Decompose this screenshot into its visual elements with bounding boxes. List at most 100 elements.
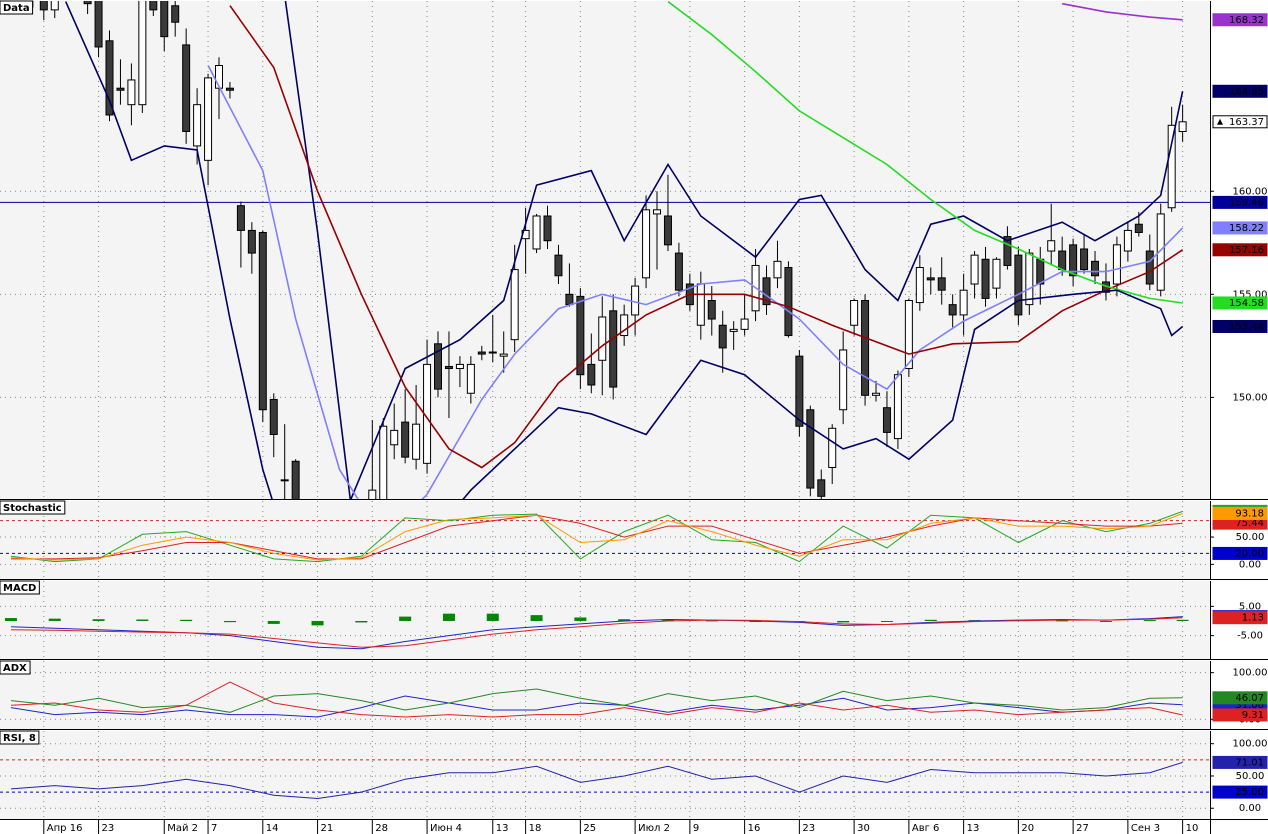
indicator-line bbox=[10, 688, 1183, 713]
indicator-line bbox=[10, 761, 1183, 800]
value-box-label: 1.13 bbox=[1242, 613, 1264, 624]
x-tick-label: Май 2 bbox=[167, 823, 198, 834]
histogram-bar bbox=[136, 619, 149, 621]
value-box bbox=[1212, 221, 1268, 235]
candle-body bbox=[291, 460, 300, 499]
indicator-line bbox=[11, 514, 1183, 560]
candle-body bbox=[1123, 229, 1132, 252]
histogram-bar bbox=[1143, 620, 1156, 622]
histogram-bar bbox=[530, 615, 543, 621]
value-box-label: 75.44 bbox=[1235, 518, 1264, 529]
x-tick-label: Апр 16 bbox=[47, 823, 83, 834]
candle-body bbox=[204, 77, 213, 161]
candle-body bbox=[696, 283, 705, 326]
candle-body bbox=[434, 343, 443, 390]
candle-body bbox=[926, 277, 935, 281]
candle-body bbox=[488, 351, 497, 354]
x-tick-label: 13 bbox=[496, 823, 509, 834]
indicator-line bbox=[1062, 2, 1183, 21]
x-tick-label: 13 bbox=[967, 823, 980, 834]
candle-body bbox=[850, 300, 859, 326]
y-tick-label: 0.00 bbox=[1239, 803, 1261, 814]
histogram-bar bbox=[837, 620, 850, 623]
x-tick-label: 23 bbox=[102, 823, 115, 834]
candle-body bbox=[455, 363, 464, 370]
candle-body bbox=[565, 293, 574, 306]
candle-body bbox=[937, 277, 946, 291]
x-tick-label: 18 bbox=[529, 823, 542, 834]
plot-area bbox=[4, 613, 1189, 650]
histogram-bar bbox=[223, 620, 236, 623]
x-tick-label: 27 bbox=[1076, 823, 1089, 834]
candle-body bbox=[543, 215, 552, 242]
histogram-bar bbox=[574, 617, 587, 621]
x-tick-label: 23 bbox=[802, 823, 815, 834]
pane-title: Stochastic bbox=[0, 500, 66, 515]
value-box-label: 9.31 bbox=[1242, 710, 1264, 721]
pane-title-bg bbox=[0, 660, 31, 675]
value-box bbox=[1212, 506, 1268, 520]
value-box bbox=[1212, 296, 1268, 310]
value-box bbox=[1212, 319, 1268, 333]
candle-body bbox=[39, 1, 48, 11]
pane-title-bg bbox=[0, 500, 66, 515]
candle-body bbox=[116, 87, 125, 91]
candle-body bbox=[893, 374, 902, 440]
candle-body bbox=[839, 349, 848, 411]
x-tick-label: 25 bbox=[583, 823, 596, 834]
candle-body bbox=[225, 87, 234, 91]
value-box bbox=[1212, 755, 1268, 769]
histogram-bar bbox=[267, 620, 280, 624]
indicator-line bbox=[10, 681, 1183, 718]
candle-body bbox=[477, 351, 486, 355]
candle-body bbox=[762, 277, 771, 306]
histogram-bar bbox=[661, 619, 674, 621]
candle-body bbox=[981, 258, 990, 299]
candle-body bbox=[1178, 121, 1187, 132]
pane-title: MACD bbox=[0, 580, 40, 595]
plot-area bbox=[0, 1, 1210, 499]
value-box-label: 163.37 bbox=[1229, 117, 1264, 128]
candle-body bbox=[828, 427, 837, 468]
indicator-line bbox=[229, 5, 1184, 469]
candle-body bbox=[740, 318, 749, 330]
histogram-bar bbox=[442, 613, 455, 621]
value-box-label: 157.16 bbox=[1229, 245, 1264, 256]
value-box-label: 153.44 bbox=[1229, 321, 1264, 332]
candle-body bbox=[269, 398, 278, 435]
histogram-bar bbox=[1099, 620, 1112, 622]
pane-title-bg bbox=[0, 0, 34, 15]
candle-body bbox=[1167, 124, 1176, 209]
histogram-bar bbox=[705, 620, 718, 622]
candle-body bbox=[861, 300, 870, 396]
candle-body bbox=[872, 392, 881, 396]
value-box bbox=[1212, 785, 1268, 799]
candle-body bbox=[182, 44, 191, 132]
value-box bbox=[1212, 546, 1268, 560]
candle-body bbox=[215, 65, 224, 89]
value-box bbox=[1212, 708, 1268, 722]
candle-body bbox=[598, 316, 607, 361]
candle-body bbox=[1003, 236, 1012, 266]
candle-body bbox=[94, 1, 103, 48]
value-box bbox=[1212, 691, 1268, 705]
histogram-bar bbox=[486, 613, 499, 621]
candle-body bbox=[642, 209, 651, 279]
indicator-line bbox=[10, 513, 1183, 561]
pane-title-text: ADX bbox=[3, 663, 27, 674]
candle-body bbox=[674, 252, 683, 291]
plot-background bbox=[0, 501, 1210, 579]
pane-title-bg bbox=[0, 580, 40, 595]
pane: 100.00 50.00 0.00 25.00 71.01 RSI, 8 bbox=[0, 730, 1268, 820]
histogram-bar bbox=[399, 616, 412, 621]
candle-body bbox=[105, 40, 114, 116]
plot-background bbox=[0, 1, 1210, 499]
candle-body bbox=[247, 229, 256, 254]
candle-body bbox=[258, 231, 267, 411]
value-box-label: 159.46 bbox=[1229, 197, 1264, 208]
candle-body bbox=[653, 209, 662, 215]
pane-title: Data bbox=[0, 0, 34, 15]
plot-area bbox=[0, 759, 1210, 800]
